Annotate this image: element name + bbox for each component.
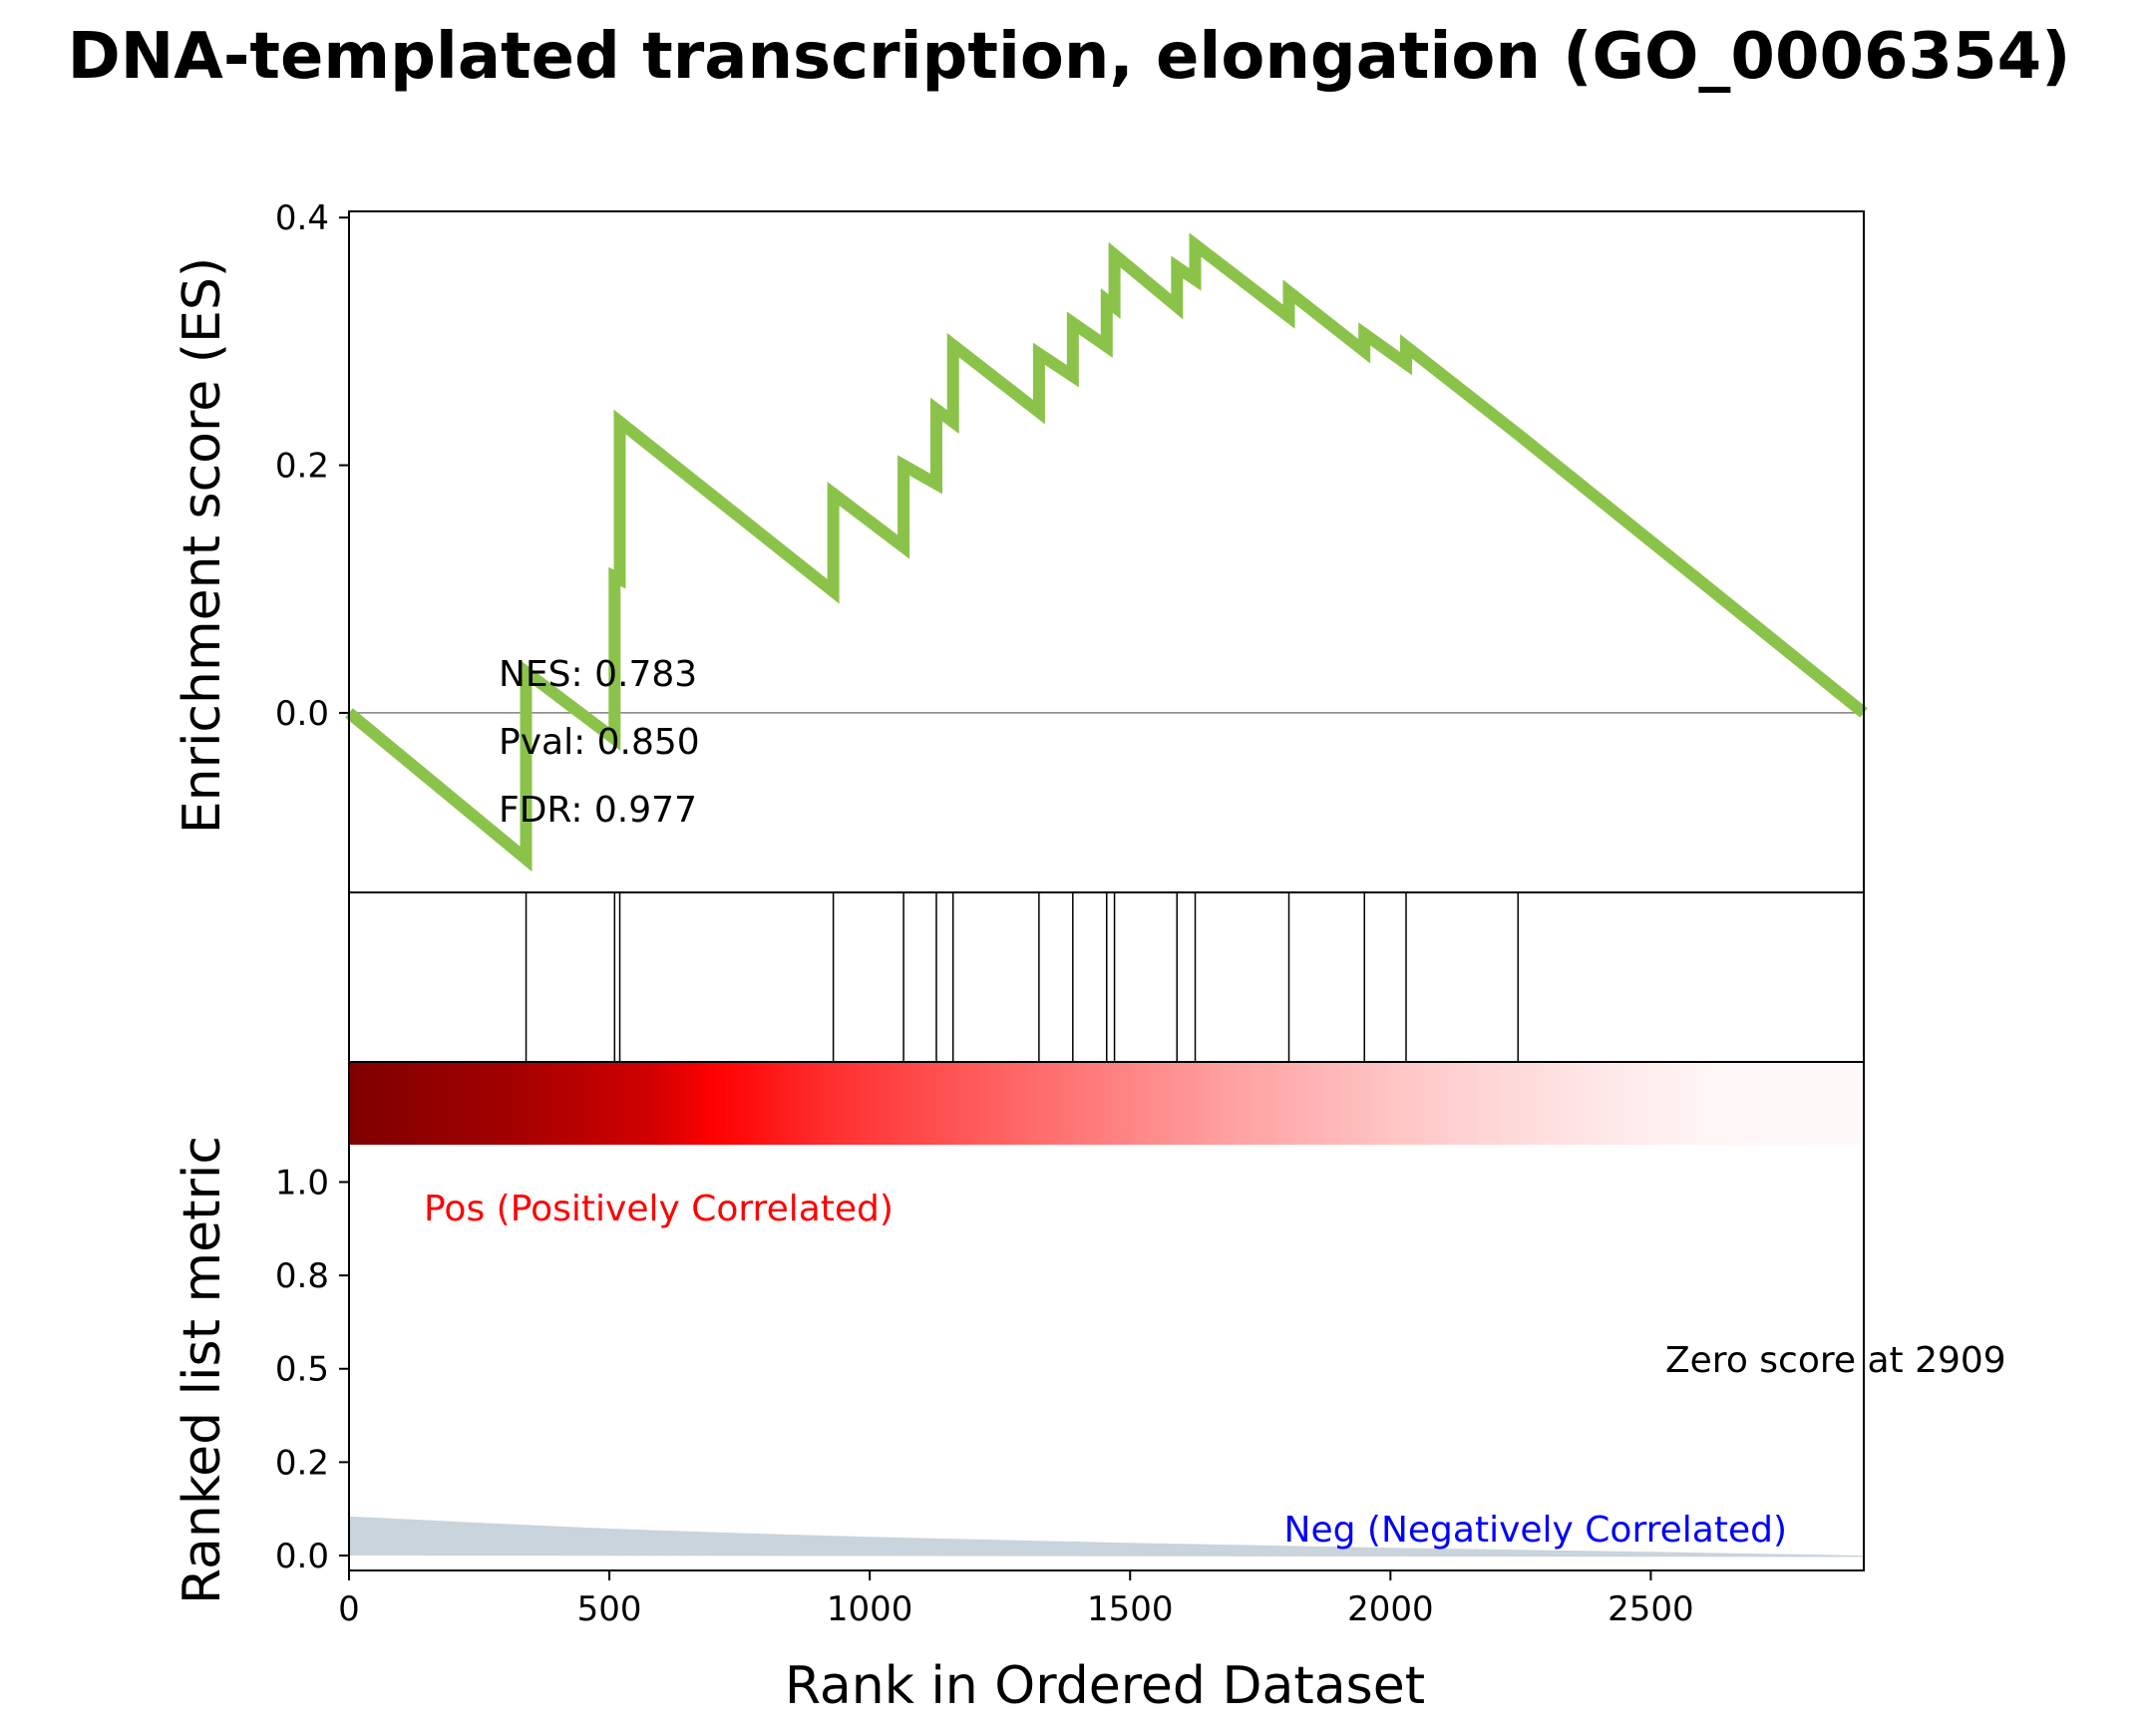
rank-ytick-label: 0.8 [275, 1256, 329, 1296]
x-axis-label: Rank in Ordered Dataset [785, 1656, 1425, 1716]
es-ytick-label: 0.4 [275, 198, 329, 238]
xtick-label: 2000 [1347, 1589, 1434, 1629]
rank-y-axis: 0.0 0.2 0.5 0.8 1.0 [275, 1163, 349, 1576]
rank-ytick-label: 0.0 [275, 1537, 329, 1576]
chart-title: DNA-templated transcription, elongation … [68, 20, 2071, 94]
pval-stat: Pval: 0.850 [499, 722, 700, 763]
nes-stat: NES: 0.783 [499, 654, 697, 695]
hit-markers [525, 892, 1520, 1062]
xtick-label: 1000 [827, 1589, 913, 1629]
xtick-label: 2500 [1608, 1589, 1694, 1629]
pos-label: Pos (Positively Correlated) [424, 1189, 894, 1229]
zero-score-label: Zero score at 2909 [1665, 1340, 2006, 1381]
es-curve [345, 232, 1868, 872]
rank-ytick-label: 0.5 [275, 1350, 329, 1390]
rank-ytick-label: 0.2 [275, 1443, 329, 1483]
rank-y-axis-label: Ranked list metric [173, 1136, 232, 1604]
xtick-label: 500 [577, 1589, 642, 1629]
rank-ytick-label: 1.0 [275, 1163, 329, 1203]
es-ytick-label: 0.2 [275, 447, 329, 487]
rank-x-axis: 0 500 1000 1500 2000 2500 [338, 1570, 1694, 1629]
es-y-axis-label: Enrichment score (ES) [173, 257, 232, 834]
es-ytick-label: 0.0 [275, 694, 329, 734]
rank-panel: 0.0 0.2 0.5 0.8 1.0 0 500 1000 1500 2000 2500 Pos… [173, 1061, 2006, 1716]
hits-panel [348, 891, 1865, 1063]
es-panel: 0.0 0.2 0.4 NES: 0.783 Pval: 0.850 FDR: 0.… [173, 198, 1868, 893]
fdr-stat: FDR: 0.977 [499, 790, 697, 831]
neg-label: Neg (Negatively Correlated) [1284, 1510, 1787, 1551]
ranked-metric-area [349, 1516, 1864, 1558]
es-y-axis: 0.0 0.2 0.4 [275, 198, 349, 734]
xtick-label: 0 [338, 1589, 360, 1629]
xtick-label: 1500 [1087, 1589, 1174, 1629]
rank-panel-frame [348, 1061, 1865, 1571]
rank-color-bar [349, 1062, 1864, 1145]
